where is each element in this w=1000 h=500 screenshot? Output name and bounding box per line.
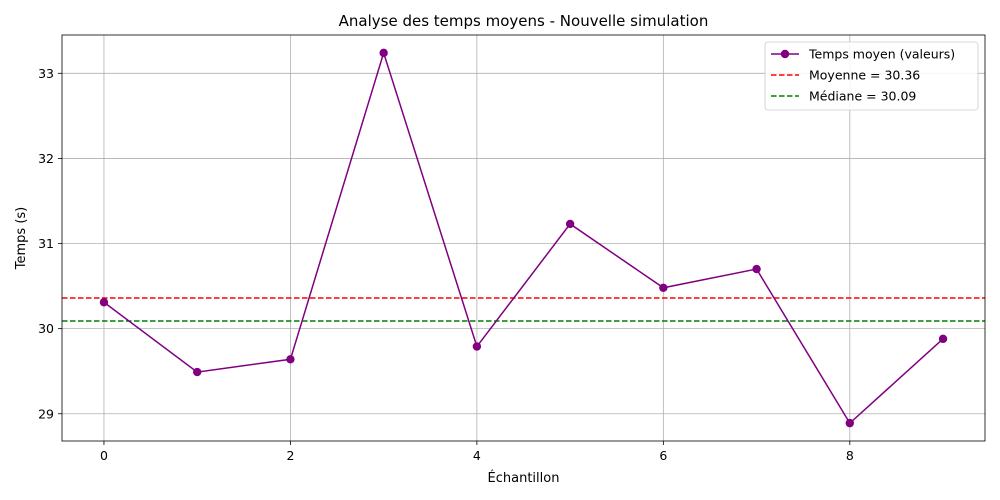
data-point (192, 367, 202, 377)
x-tick-label: 2 (286, 448, 294, 463)
legend-label-series: Temps moyen (valeurs) (808, 47, 955, 62)
data-point (752, 264, 761, 274)
data-point (938, 334, 948, 344)
data-point (379, 48, 388, 58)
data-point (472, 342, 482, 351)
data-point (286, 355, 295, 364)
series (99, 48, 948, 428)
data-point (845, 418, 855, 428)
y-tick-label: 30 (38, 321, 54, 336)
data-point (565, 219, 575, 229)
y-tick-label: 33 (38, 66, 54, 81)
legend-label-median: Médiane = 30.09 (809, 89, 916, 104)
x-tick-label: 8 (846, 448, 854, 463)
y-tick-label: 29 (38, 406, 54, 421)
y-tick-label: 32 (38, 151, 54, 166)
x-tick-label: 4 (473, 448, 481, 463)
legend-marker-series (780, 49, 790, 59)
x-axis-label: Échantillon (488, 470, 560, 486)
y-axis-ticks: 29 30 31 32 33 (38, 66, 62, 421)
legend-box (764, 41, 979, 111)
y-axis-label: Temps (s) (14, 207, 29, 270)
chart-title: Analyse des temps moyens - Nouvelle simu… (339, 12, 709, 30)
series-line (103, 50, 944, 425)
x-tick-label: 6 (659, 448, 667, 463)
plot-frame (61, 34, 986, 442)
data-point (99, 298, 109, 307)
x-tick-label: 0 (100, 448, 108, 463)
legend-label-mean: Moyenne = 30.36 (809, 68, 920, 83)
x-axis-ticks: 0 2 4 6 8 (100, 441, 854, 463)
reference-lines (62, 297, 985, 322)
y-tick-label: 31 (38, 236, 54, 251)
data-point (659, 283, 668, 292)
legend: Temps moyen (valeurs) Moyenne = 30.36 Mé… (764, 41, 979, 111)
